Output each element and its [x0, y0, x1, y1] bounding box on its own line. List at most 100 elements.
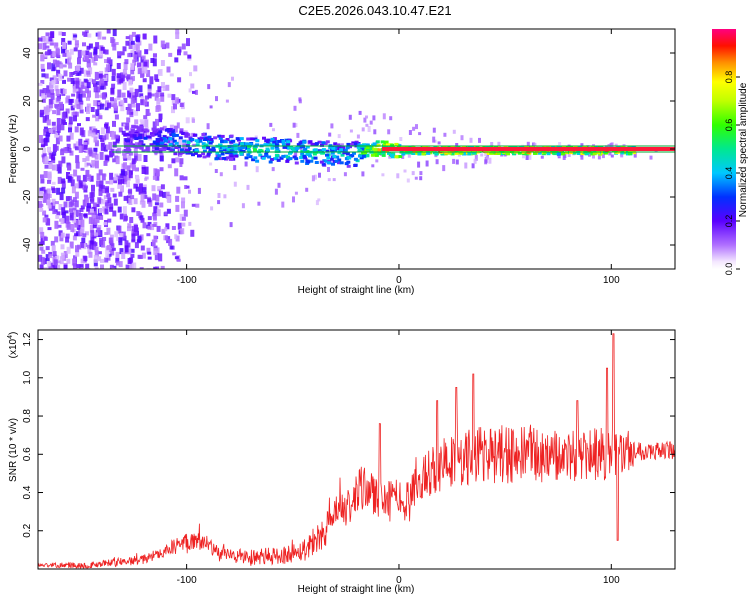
noise-cell: [75, 155, 80, 164]
scatter-cell: [649, 155, 653, 160]
noise-cell: [59, 192, 64, 201]
noise-cell: [140, 120, 145, 127]
noise-cell: [108, 142, 113, 150]
noise-cell: [67, 147, 72, 153]
signal-cell: [214, 157, 219, 161]
signal-cell: [361, 154, 366, 158]
noise-cell: [120, 104, 125, 112]
scatter-cell: [340, 143, 344, 147]
noise-cell: [177, 49, 181, 56]
noise-cell: [61, 156, 66, 164]
noise-cell: [104, 123, 108, 129]
noise-cell: [51, 245, 56, 252]
scatter-cell: [443, 132, 447, 137]
noise-cell: [159, 167, 164, 172]
signal-cell: [404, 151, 409, 155]
noise-cell: [60, 232, 65, 238]
noise-cell: [78, 87, 83, 94]
signal-cell: [162, 146, 167, 149]
noise-cell: [72, 197, 77, 203]
noise-cell: [114, 231, 119, 238]
signal-cell: [253, 137, 258, 141]
signal-cell: [180, 151, 185, 155]
noise-cell: [181, 197, 186, 203]
signal-cell: [129, 134, 134, 138]
signal-cell: [401, 152, 406, 156]
noise-cell: [94, 91, 99, 99]
signal-cell: [174, 133, 179, 137]
noise-cell: [95, 117, 100, 122]
noise-cell: [99, 237, 104, 245]
noise-cell: [62, 79, 66, 84]
chart-title: C2E5.2026.043.10.47.E21: [298, 3, 451, 18]
signal-cell: [237, 146, 242, 150]
noise-cell: [83, 187, 88, 193]
noise-cell: [106, 64, 110, 72]
signal-cell: [339, 148, 344, 152]
snr-multiplier: (x104): [7, 332, 19, 359]
noise-cell: [140, 56, 145, 63]
signal-cell: [486, 152, 491, 155]
scatter-cell: [281, 201, 285, 208]
signal-cell: [335, 155, 340, 159]
noise-cell: [147, 216, 152, 221]
signal-cell: [385, 143, 390, 147]
noise-cell: [120, 51, 125, 56]
noise-cell: [139, 200, 144, 205]
signal-cell: [225, 151, 230, 155]
spectrogram-ticks: -100 0 100 -40 -20 0 20 40: [22, 29, 675, 286]
noise-cell: [116, 96, 121, 101]
noise-cell: [83, 69, 88, 77]
signal-cell: [454, 151, 459, 155]
noise-cell: [102, 189, 107, 194]
noise-cell: [115, 261, 120, 266]
signal-cell: [336, 143, 341, 147]
noise-cell: [145, 95, 149, 100]
noise-cell: [104, 208, 109, 215]
noise-cell: [55, 255, 60, 261]
scatter-cell: [388, 155, 392, 159]
noise-cell: [150, 93, 155, 97]
spectrogram-xlabel: Height of straight line (km): [298, 285, 415, 296]
scatter-cell: [165, 235, 168, 241]
noise-cell: [91, 211, 96, 219]
noise-cell: [131, 233, 136, 242]
noise-cell: [183, 51, 188, 56]
noise-cell: [95, 213, 100, 219]
noise-cell: [100, 85, 105, 90]
noise-cell: [102, 74, 107, 78]
signal-cell: [373, 152, 378, 156]
noise-cell: [72, 263, 77, 269]
noise-cell: [88, 251, 93, 258]
signal-cell: [159, 141, 164, 145]
noise-cell: [116, 63, 121, 69]
noise-cell: [60, 88, 65, 94]
noise-cell: [132, 268, 137, 269]
noise-cell: [64, 210, 69, 214]
scatter-cell: [484, 159, 488, 165]
noise-cell: [103, 160, 108, 166]
signal-cell: [332, 154, 337, 158]
noise-cell: [74, 43, 79, 48]
scatter-cell: [269, 122, 273, 127]
signal-cell: [240, 142, 245, 146]
noise-cell: [76, 65, 81, 71]
signal-cell: [253, 148, 257, 152]
noise-cell: [166, 208, 171, 214]
noise-cell: [85, 263, 90, 269]
noise-cell: [106, 255, 111, 261]
noise-cell: [74, 233, 79, 237]
signal-cell: [340, 153, 345, 157]
noise-cell: [89, 208, 94, 213]
signal-cell: [337, 145, 342, 149]
scatter-cell: [144, 177, 148, 181]
noise-cell: [61, 180, 66, 184]
noise-cell: [113, 103, 118, 109]
signal-cell: [141, 143, 146, 147]
noise-cell: [65, 233, 70, 239]
noise-cell: [140, 217, 145, 223]
noise-cell: [82, 31, 86, 36]
noise-cell: [137, 40, 142, 46]
signal-cell: [309, 159, 314, 163]
